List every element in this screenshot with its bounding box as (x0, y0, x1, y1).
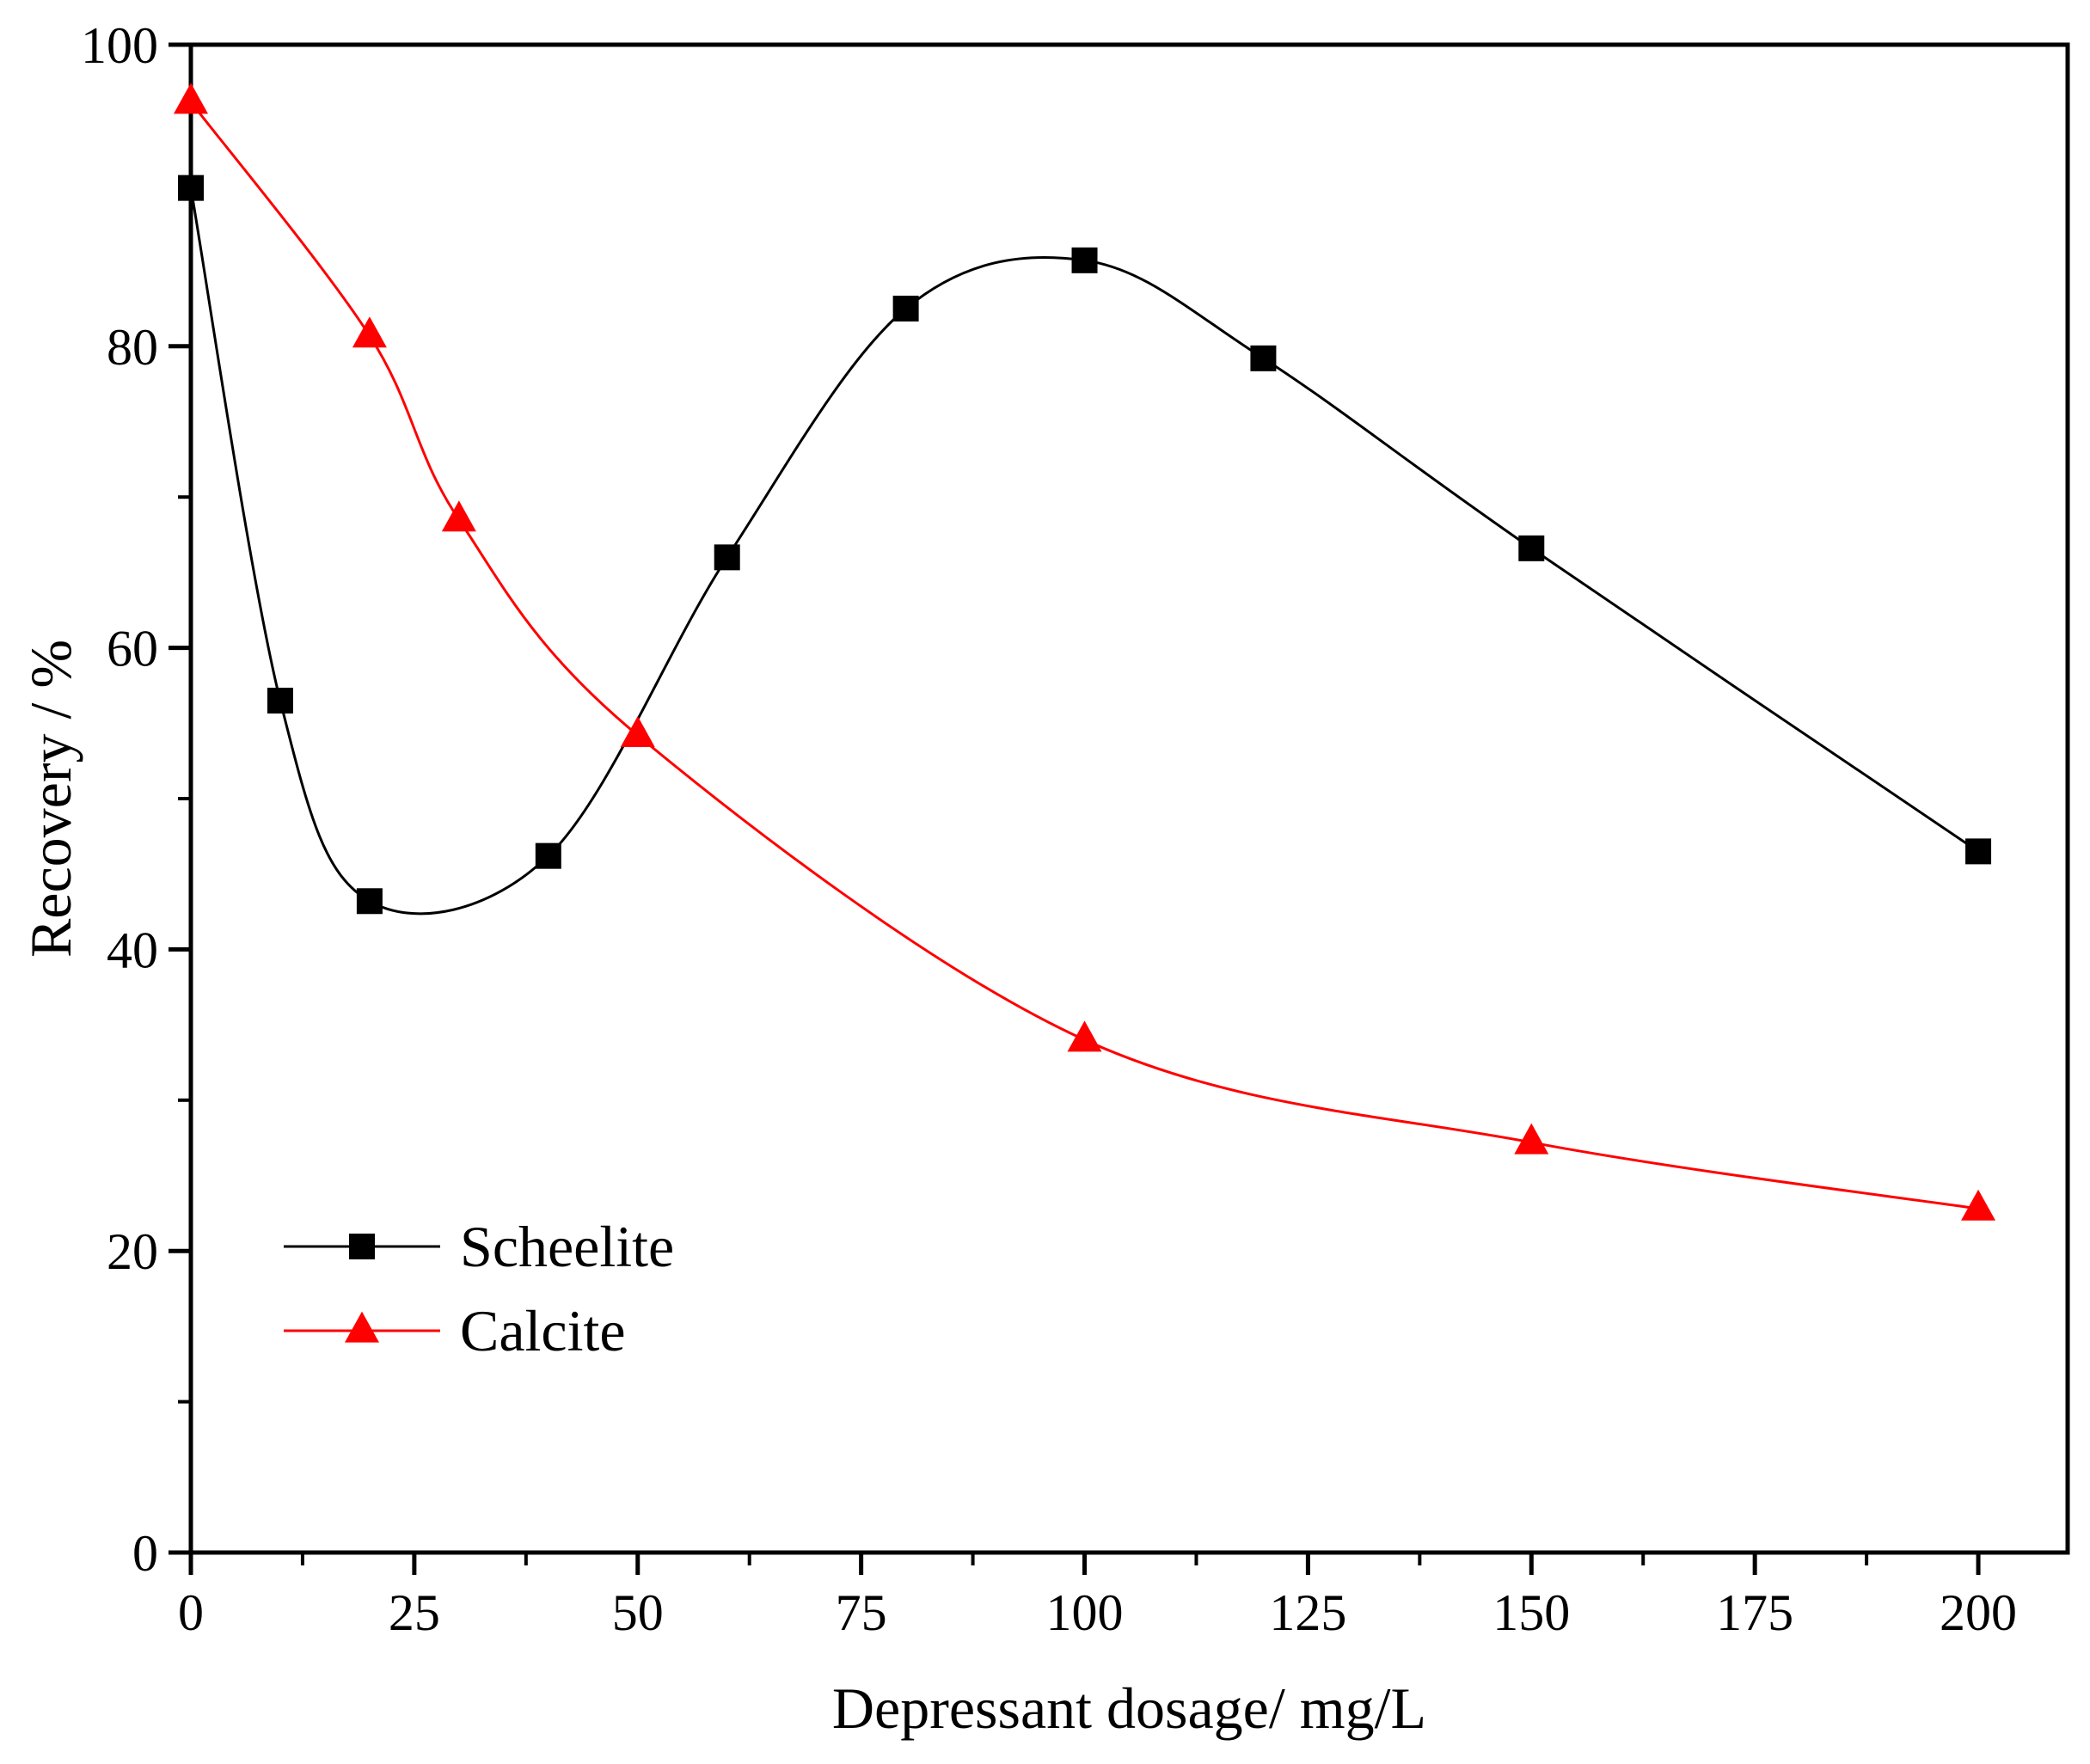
scheelite-legend-marker (349, 1234, 375, 1259)
x-tick-label: 100 (1046, 1584, 1124, 1641)
axis-ticks: 0 25 50 75 100 125 150 175 200 0 20 40 60 80 100 (81, 17, 2017, 1641)
scheelite-point (535, 842, 561, 869)
y-tick-label: 80 (107, 319, 158, 376)
x-tick-label: 150 (1492, 1584, 1570, 1641)
calcite-legend-label: Calcite (460, 1298, 626, 1363)
x-tick-label: 50 (612, 1584, 664, 1641)
x-tick-label: 125 (1269, 1584, 1346, 1641)
scheelite-legend-label: Scheelite (460, 1214, 674, 1279)
scheelite-point (267, 687, 293, 714)
scheelite-point (178, 175, 204, 201)
y-tick-label: 60 (107, 621, 158, 677)
scheelite-point (714, 544, 740, 571)
x-tick-label: 0 (178, 1584, 204, 1641)
calcite-point (620, 716, 655, 748)
scheelite-point (356, 888, 383, 915)
scheelite-point (892, 295, 919, 322)
y-tick-label: 20 (107, 1223, 158, 1280)
calcite-point (1961, 1189, 1996, 1221)
y-tick-label: 0 (132, 1525, 158, 1582)
x-tick-label: 175 (1716, 1584, 1793, 1641)
calcite-point (352, 316, 387, 348)
calcite-point (174, 83, 208, 114)
y-axis-title: Recovery / % (18, 640, 83, 958)
y-tick-label: 40 (107, 922, 158, 978)
legend: Scheelite Calcite (284, 1214, 674, 1363)
calcite-fit-line (189, 101, 1979, 1210)
x-tick-label: 25 (389, 1584, 440, 1641)
scheelite-point (1965, 838, 1992, 865)
calcite-point (1067, 1020, 1102, 1052)
x-tick-label: 200 (1940, 1584, 2017, 1641)
calcite-point (1514, 1123, 1549, 1155)
y-tick-label: 100 (81, 17, 158, 74)
x-tick-label: 75 (836, 1584, 887, 1641)
calcite-point (441, 500, 476, 532)
fit-curves (189, 101, 1979, 1210)
scheelite-fit-line (189, 187, 1979, 916)
x-axis-title: Depressant dosage/ mg/L (832, 1675, 1426, 1741)
calcite-legend-marker (345, 1311, 379, 1343)
data-points (174, 83, 1996, 1221)
scheelite-point (1071, 247, 1098, 273)
scheelite-point (1250, 345, 1277, 371)
scheelite-point (1518, 535, 1545, 561)
